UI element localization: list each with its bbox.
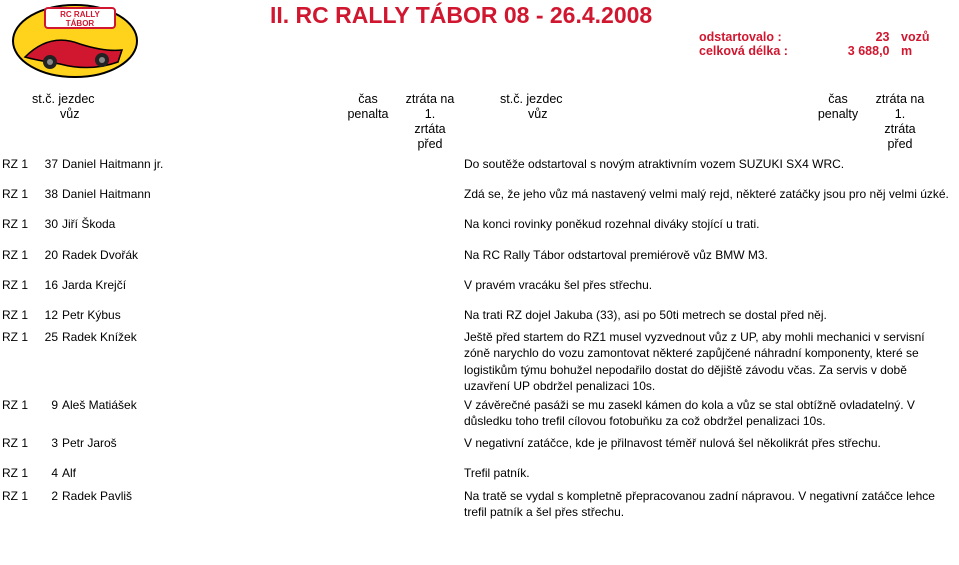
driver-note: Na tratě se vydal s kompletně přepracova…: [464, 488, 959, 520]
hdr-vuz-r: vůz: [500, 107, 620, 122]
meta-total-length: celková délka : 3 688,0 m: [699, 44, 929, 58]
svg-text:RC RALLY: RC RALLY: [60, 10, 100, 19]
result-row: RZ 138Daniel Haitmann Zdá se, že jeho vůz…: [0, 186, 959, 202]
driver-name: Jiří Škoda: [62, 216, 182, 232]
result-row: RZ 137Daniel Haitmann jr. Do soutěže odst…: [0, 156, 959, 172]
driver-name: Jarda Krejčí: [62, 277, 182, 293]
start-number: 9: [38, 397, 62, 413]
start-number: 38: [38, 186, 62, 202]
svg-text:TÁBOR: TÁBOR: [66, 19, 95, 28]
start-number: 25: [38, 329, 62, 345]
driver-note: V závěrečné pasáži se mu zasekl kámen do…: [464, 397, 959, 429]
result-row: RZ 130Jiří Škoda Na konci rovinky poněkud…: [0, 216, 959, 232]
hdr-penalta: penalta: [347, 107, 388, 122]
rz-label: RZ 1: [0, 397, 38, 413]
rz-label: RZ 1: [0, 186, 38, 202]
driver-name: Petr Kýbus: [62, 307, 182, 323]
result-row: RZ 125Radek Knížek Ještě před startem do …: [0, 329, 959, 394]
driver-note: V pravém vracáku šel přes střechu.: [464, 277, 959, 293]
driver-note: Do soutěže odstartoval s novým atraktivn…: [464, 156, 959, 172]
driver-note: Zdá se, že jeho vůz má nastavený velmi m…: [464, 186, 959, 202]
result-row: RZ 112Petr Kýbus Na trati RZ dojel Jakuba…: [0, 307, 959, 323]
rz-label: RZ 1: [0, 216, 38, 232]
driver-name: Daniel Haitmann jr.: [62, 156, 182, 172]
start-number: 3: [38, 435, 62, 451]
hdr-zrtata-pred: zrtáta před: [402, 122, 458, 152]
driver-name: Daniel Haitmann: [62, 186, 182, 202]
rz-label: RZ 1: [0, 307, 38, 323]
result-row: RZ 12Radek Pavliš Na tratě se vydal s kom…: [0, 488, 959, 520]
results-list: RZ 137Daniel Haitmann jr.Do soutěže odst…: [0, 156, 959, 523]
start-number: 20: [38, 247, 62, 263]
hdr-jezdec-r: jezdec: [526, 92, 562, 106]
driver-name: Radek Knížek: [62, 329, 182, 345]
rz-label: RZ 1: [0, 465, 38, 481]
result-row: RZ 116Jarda Krejčí V pravém vracáku šel p…: [0, 277, 959, 293]
driver-note: V negativní zatáčce, kde je přilnavost t…: [464, 435, 959, 451]
hdr-ztrata-pred-r: ztráta před: [872, 122, 928, 152]
hdr-jezdec: jezdec: [58, 92, 94, 106]
meta-value: 3 688,0: [834, 44, 894, 58]
rz-label: RZ 1: [0, 488, 38, 504]
driver-name: Radek Dvořák: [62, 247, 182, 263]
driver-note: Trefil patník.: [464, 465, 959, 481]
result-row: RZ 120Radek Dvořák Na RC Rally Tábor odst…: [0, 247, 959, 263]
hdr-ztrata-na1: ztráta na 1.: [402, 92, 458, 122]
meta-value: 23: [834, 30, 894, 44]
rz-label: RZ 1: [0, 329, 38, 345]
driver-note: Na trati RZ dojel Jakuba (33), asi po 50…: [464, 307, 959, 323]
start-number: 12: [38, 307, 62, 323]
meta-block: odstartovalo : 23 vozů celková délka : 3…: [699, 30, 929, 58]
hdr-vuz: vůz: [32, 107, 152, 122]
meta-start-count: odstartovalo : 23 vozů: [699, 30, 929, 44]
rz-label: RZ 1: [0, 435, 38, 451]
hdr-cas-r: čas: [828, 92, 847, 107]
driver-note: Ještě před startem do RZ1 musel vyzvedno…: [464, 329, 959, 394]
start-number: 30: [38, 216, 62, 232]
meta-unit: vozů: [897, 30, 929, 44]
driver-name: Aleš Matiášek: [62, 397, 182, 413]
driver-name: Petr Jaroš: [62, 435, 182, 451]
start-number: 37: [38, 156, 62, 172]
page-title: II. RC RALLY TÁBOR 08 - 26.4.2008: [270, 2, 652, 29]
logo: RC RALLY TÁBOR: [10, 2, 140, 80]
driver-name: Alf: [62, 465, 182, 481]
hdr-ztrata-na1-r: ztráta na 1.: [872, 92, 928, 122]
meta-unit: m: [897, 44, 929, 58]
hdr-stc: st.č.: [32, 92, 55, 106]
rz-label: RZ 1: [0, 277, 38, 293]
rz-label: RZ 1: [0, 247, 38, 263]
hdr-cas: čas: [358, 92, 377, 107]
hdr-penalty-r: penalty: [818, 107, 858, 122]
hdr-stc-r: st.č.: [500, 92, 523, 106]
start-number: 16: [38, 277, 62, 293]
driver-note: Na konci rovinky poněkud rozehnal diváky…: [464, 216, 959, 232]
rz-label: RZ 1: [0, 156, 38, 172]
meta-label: odstartovalo :: [699, 30, 782, 44]
driver-name: Radek Pavliš: [62, 488, 182, 504]
meta-label: celková délka :: [699, 44, 788, 58]
start-number: 2: [38, 488, 62, 504]
result-row: RZ 14Alf Trefil patník.: [0, 465, 959, 481]
result-row: RZ 13Petr Jaroš V negativní zatáčce, kde …: [0, 435, 959, 451]
driver-note: Na RC Rally Tábor odstartoval premiérově…: [464, 247, 959, 263]
result-row: RZ 19Aleš Matiášek V závěrečné pasáži se …: [0, 397, 959, 429]
start-number: 4: [38, 465, 62, 481]
